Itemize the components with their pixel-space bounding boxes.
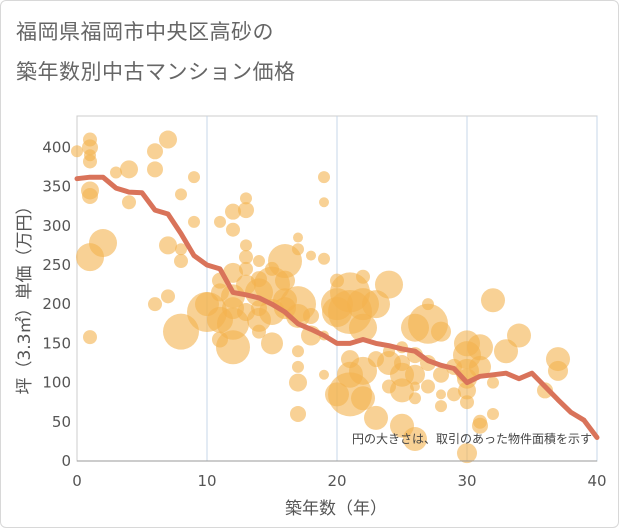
y-axis-label: 坪（3.3㎡）単価（万円） — [15, 197, 35, 394]
scatter-point — [487, 376, 499, 389]
scatter-point — [469, 355, 491, 378]
scatter-point — [175, 243, 187, 256]
scatter-point — [409, 392, 421, 405]
scatter-point — [447, 387, 461, 402]
scatter-point — [226, 222, 240, 237]
scatter-point — [216, 330, 250, 365]
scatter-point — [457, 443, 477, 464]
scatter-point — [458, 381, 476, 400]
scatter-point — [289, 373, 307, 392]
scatter-point — [467, 334, 493, 361]
y-tick-label: 100 — [42, 374, 71, 392]
x-tick-label: 30 — [457, 472, 476, 490]
scatter-point — [83, 330, 97, 345]
y-tick-label: 300 — [42, 217, 71, 235]
scatter-point — [286, 303, 310, 328]
scatter-point — [161, 289, 175, 304]
scatter-point — [159, 130, 177, 149]
scatter-point — [275, 270, 295, 291]
y-tick-label: 50 — [52, 413, 71, 431]
scatter-point — [239, 250, 253, 265]
trend-line — [74, 174, 600, 440]
scatter-point — [364, 405, 388, 430]
scatter-point — [306, 250, 316, 261]
scatter-point — [507, 323, 531, 348]
scatter-point — [433, 366, 449, 383]
scatter-point — [188, 215, 200, 228]
x-axis-label: 築年数（年） — [285, 499, 387, 519]
scatter-point — [252, 324, 266, 339]
scatter-point — [293, 232, 303, 243]
y-tick-label: 200 — [42, 295, 71, 313]
scatter-point — [225, 203, 241, 220]
y-tick-label: 0 — [61, 452, 71, 470]
scatter-point — [390, 378, 414, 403]
scatter-point — [163, 313, 199, 350]
scatter-point — [356, 269, 370, 284]
scatter-point — [487, 407, 499, 420]
scatter-point — [82, 187, 98, 204]
scatter-point — [405, 364, 425, 385]
scatter-point — [71, 145, 83, 158]
scatter-point — [548, 360, 568, 381]
chart-title-line-2: 築年数別中古マンション価格 — [16, 60, 296, 84]
y-tick-label: 400 — [42, 138, 71, 156]
y-tick-label: 250 — [42, 256, 71, 274]
scatter-point — [403, 427, 427, 452]
scatter-point — [148, 297, 162, 312]
scatter-point — [303, 307, 319, 324]
x-tick-label: 0 — [72, 472, 82, 490]
scatter-point — [292, 360, 304, 373]
scatter-point — [319, 197, 329, 208]
scatter-point — [240, 239, 252, 252]
scatter-point — [290, 405, 306, 422]
scatter-point — [472, 417, 488, 434]
scatter-point — [214, 215, 226, 228]
scatter-point — [239, 261, 253, 276]
scatter-point — [240, 192, 252, 205]
scatter-point — [481, 288, 505, 313]
scatter-point — [318, 252, 330, 265]
scatter-point — [89, 229, 117, 258]
scatter-point — [421, 379, 435, 394]
scatter-point — [292, 243, 304, 256]
scatter-point — [122, 195, 136, 210]
scatter-point — [147, 161, 163, 178]
scatter-point — [261, 332, 283, 355]
scatter-point — [110, 166, 122, 179]
scatter-point — [174, 254, 188, 269]
scatter-point — [175, 188, 187, 201]
scatter-point — [351, 386, 375, 411]
scatter-point — [435, 400, 447, 413]
scatter-point — [436, 389, 446, 400]
scatter-point — [537, 382, 553, 399]
scatter-point — [292, 345, 304, 358]
chart-annotation: 円の大きさは、取引のあった物件面積を示す — [352, 431, 592, 446]
scatter-point — [431, 321, 451, 342]
scatter-point — [223, 262, 243, 283]
scatter-point — [253, 255, 265, 268]
x-tick-label: 10 — [197, 472, 216, 490]
scatter-point — [147, 143, 163, 160]
chart-title-line-1: 福岡県福岡市中央区高砂の — [16, 20, 274, 44]
y-tick-label: 150 — [42, 334, 71, 352]
scatter-point — [460, 395, 474, 410]
x-tick-label: 20 — [327, 472, 346, 490]
scatter-point — [375, 270, 403, 299]
y-tick-label: 350 — [42, 178, 71, 196]
scatter-point — [318, 171, 330, 184]
scatter-point — [410, 381, 420, 392]
scatter-point — [349, 313, 377, 342]
scatter-point — [120, 160, 138, 179]
scatter-point — [83, 154, 97, 169]
scatter-point — [319, 369, 329, 380]
scatter-point — [188, 171, 200, 184]
scatter-point — [238, 202, 254, 219]
x-tick-label: 40 — [587, 472, 606, 490]
scatter-point — [159, 236, 177, 255]
